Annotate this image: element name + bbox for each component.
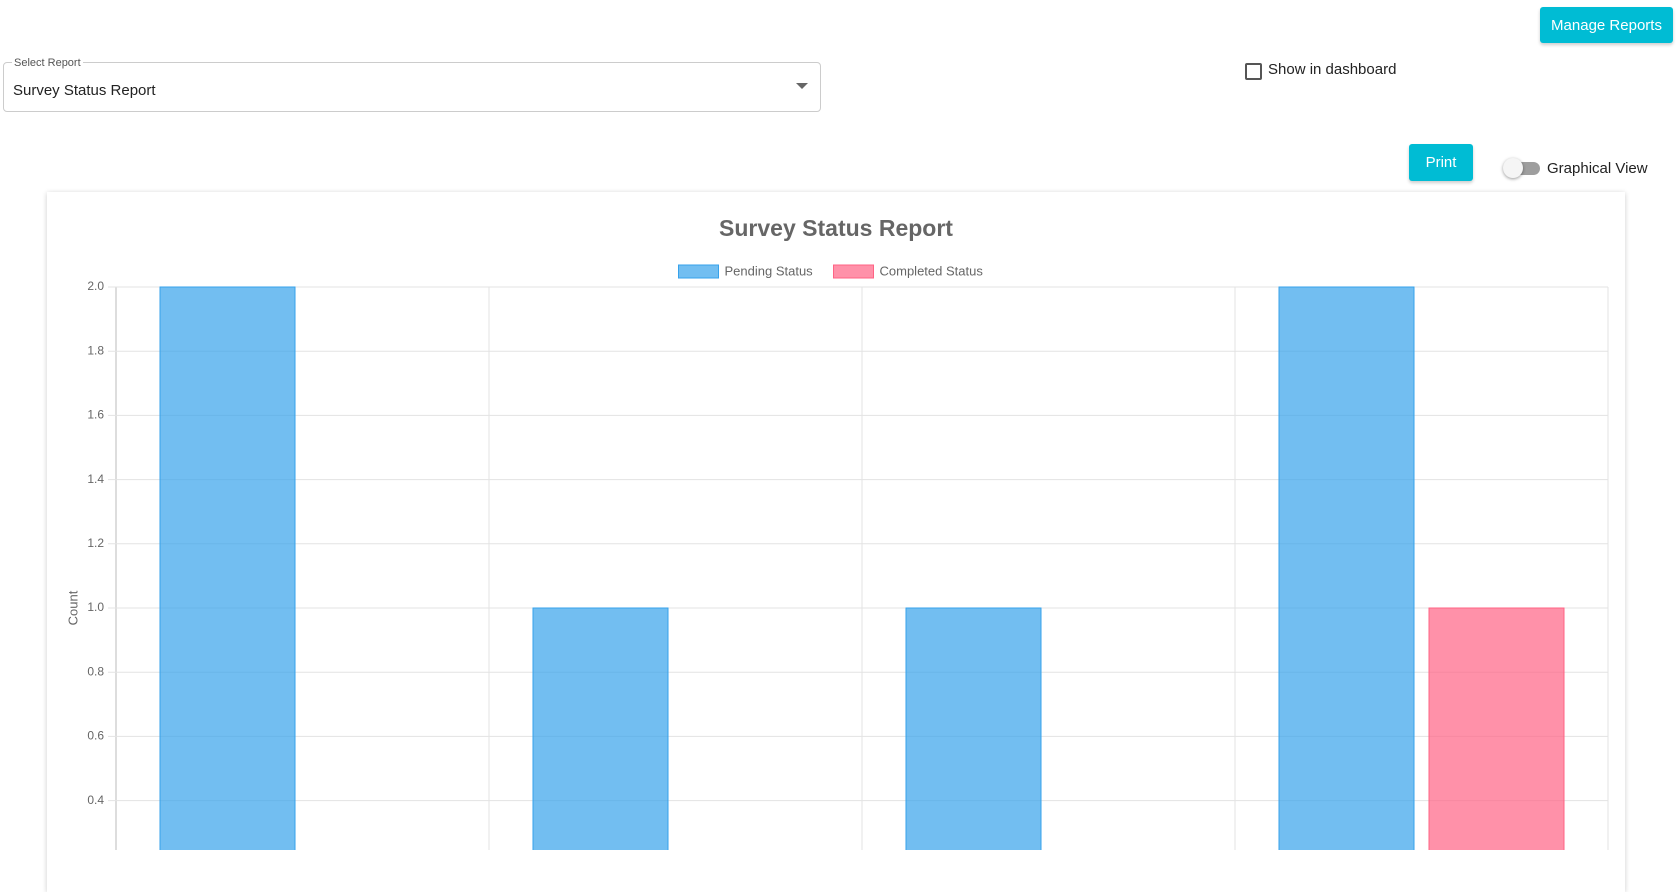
y-tick-label: 0.8	[87, 664, 104, 678]
select-caret	[796, 83, 808, 89]
toggle-label: Graphical View	[1547, 160, 1648, 177]
bar	[905, 607, 1042, 850]
y-tick-label: 0.6	[87, 729, 104, 743]
legend-swatch	[678, 264, 719, 279]
legend-swatch	[833, 264, 874, 279]
legend-label: Completed Status	[880, 263, 984, 278]
bar	[1428, 607, 1565, 850]
bar	[532, 607, 669, 850]
y-tick-label: 1.2	[87, 536, 104, 550]
y-tick-label: 1.6	[87, 408, 104, 422]
checkbox-label: Show in dashboard	[1268, 61, 1397, 78]
dashboard-checkbox[interactable]	[1245, 63, 1262, 80]
y-tick-label: 2.0	[87, 279, 104, 293]
report-select[interactable]	[3, 62, 821, 112]
page: {"toolbar": {"manage_button": "Manage Re…	[3, 7, 1673, 850]
chart-title: Survey Status Report	[719, 215, 953, 241]
legend-label: Pending Status	[725, 263, 814, 278]
y-axis-label: Count	[65, 590, 80, 625]
select-value: Survey Status Report	[13, 82, 156, 99]
y-tick-label: 1.8	[87, 343, 104, 357]
toggle-knob	[1503, 158, 1523, 178]
bar	[1278, 286, 1415, 850]
manage-reports-button[interactable]: Manage Reports	[1540, 7, 1673, 43]
chart: Survey Status Report Count 0.4 0.6 0.8 1.0 1…	[65, 215, 1609, 850]
y-tick-label: 1.4	[87, 472, 104, 486]
y-tick-label: 0.4	[87, 793, 104, 807]
y-tick-label: 1.0	[87, 600, 104, 614]
print-button[interactable]: Print	[1409, 144, 1473, 181]
bar	[159, 286, 296, 850]
select-label: Select Report	[12, 57, 83, 69]
